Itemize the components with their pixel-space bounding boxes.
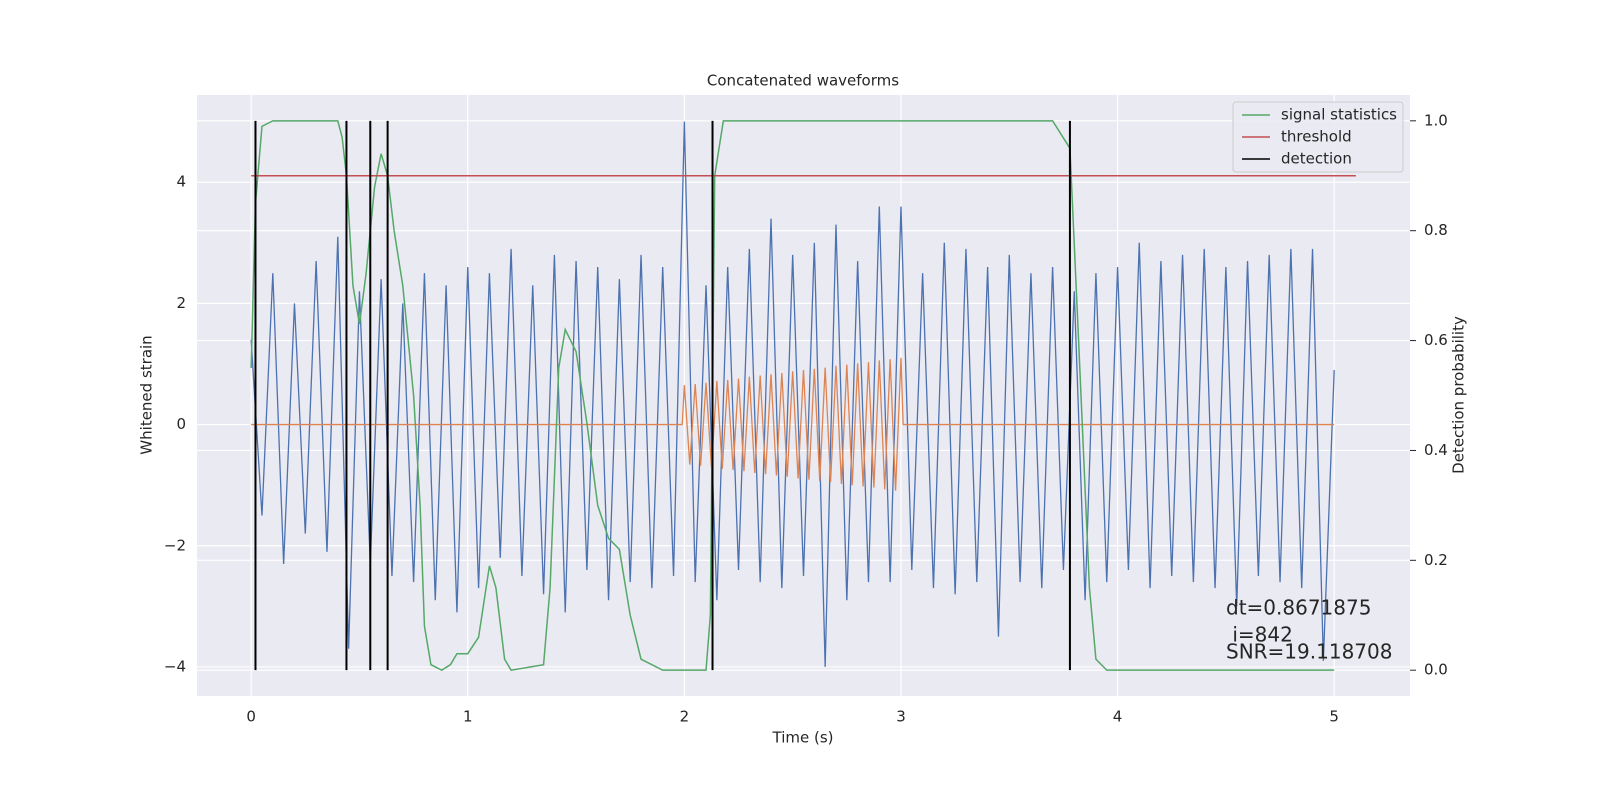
y2-tick-label: 0.8	[1424, 221, 1448, 239]
legend: signal statistics threshold detection	[1232, 101, 1404, 173]
y-tick-label: 2	[176, 294, 186, 312]
legend-label: threshold	[1281, 128, 1352, 146]
series-line	[250, 121, 1335, 667]
y-tick-label: 0	[176, 415, 186, 433]
x-axis-label: Time (s)	[772, 729, 834, 747]
y2-tick-label: 0.0	[1424, 661, 1448, 679]
legend-label: signal statistics	[1281, 106, 1397, 124]
x-tick-label: 0	[246, 708, 256, 726]
x-tick-label: 4	[1113, 708, 1123, 726]
y2-tick-label: 0.4	[1424, 441, 1448, 459]
annotation: dt=0.8671875	[1226, 596, 1371, 620]
annotation: SNR=19.118708	[1226, 640, 1392, 664]
x-tick-label: 2	[680, 708, 690, 726]
y2-tick-label: 0.2	[1424, 551, 1448, 569]
x-tick-label: 5	[1329, 708, 1339, 726]
legend-box	[1232, 101, 1404, 173]
chart-title: Concatenated waveforms	[707, 72, 899, 90]
x-tick-label: 1	[463, 708, 473, 726]
legend-label: detection	[1281, 150, 1352, 168]
labels: 0 1 2 3 4 5 −4 −2 0 2 4 0.0 0.2 0.4 0.6 0.8 1.0	[164, 111, 1448, 725]
y-tick-label: −4	[164, 657, 186, 675]
y2-tick-label: 0.6	[1424, 331, 1448, 349]
x-tick-label: 3	[896, 708, 906, 726]
y-tick-label: 4	[176, 173, 186, 191]
annotation: i=842	[1226, 623, 1293, 647]
y-tick-label: −2	[164, 536, 186, 554]
y-axis-label: Whitened strain	[138, 335, 156, 454]
y2-axis-label: Detection probability	[1450, 316, 1468, 474]
marks	[250, 120, 1356, 672]
y2-tick-label: 1.0	[1424, 111, 1448, 129]
